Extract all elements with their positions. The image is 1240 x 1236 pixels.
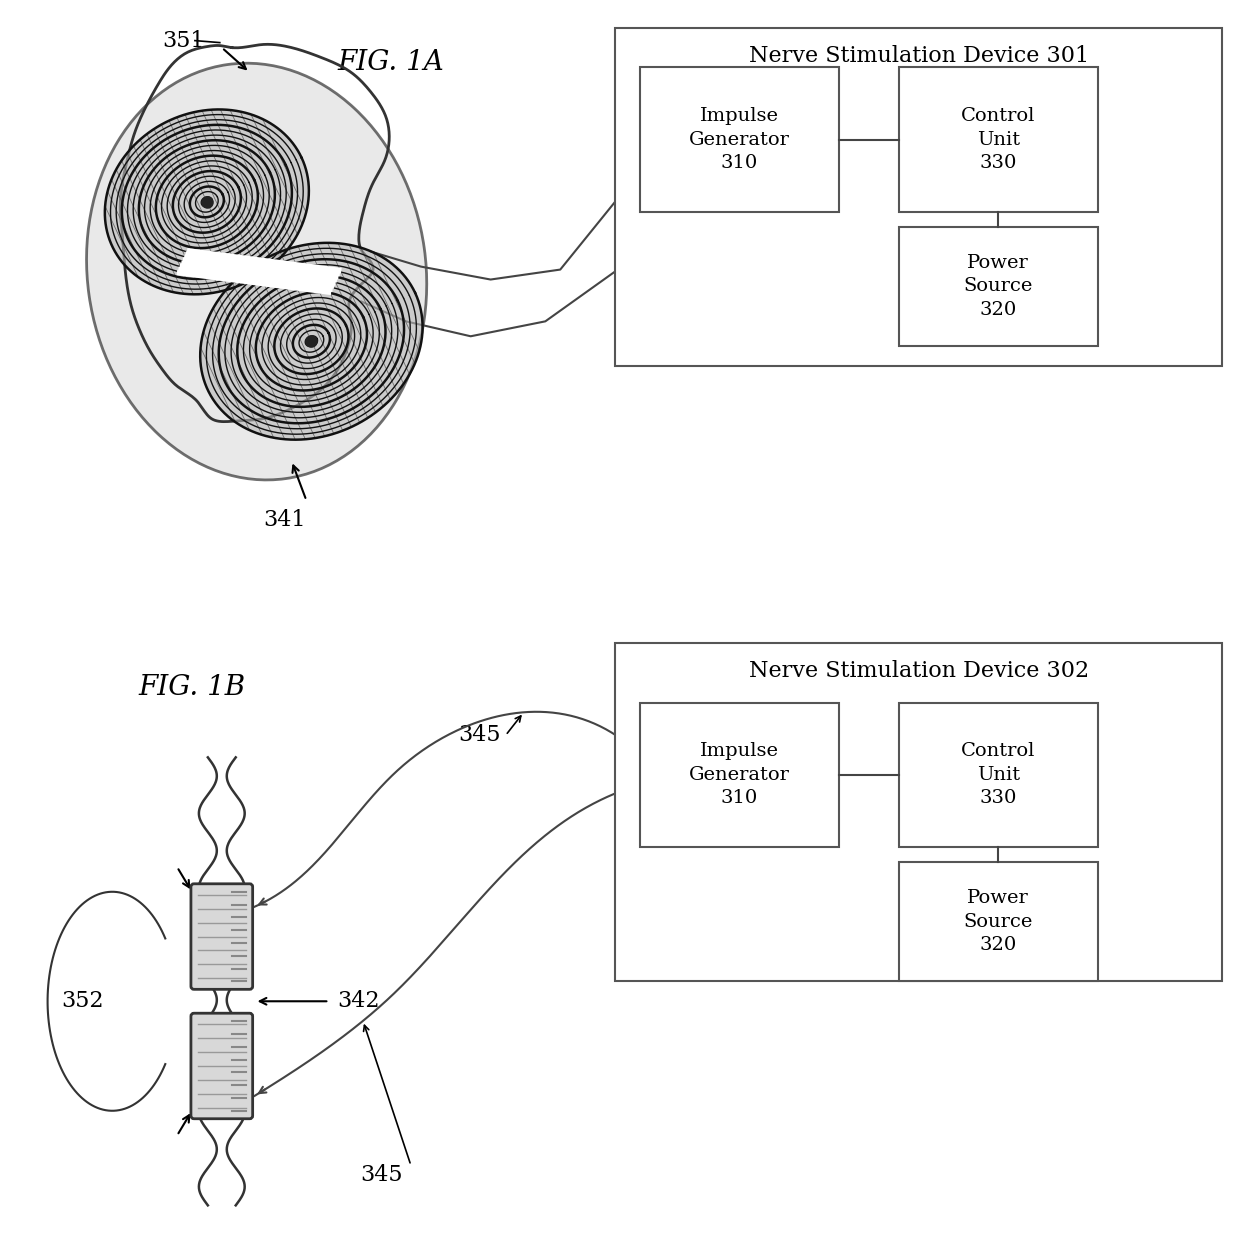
Text: 345: 345 <box>360 1164 402 1187</box>
Text: Nerve Stimulation Device 302: Nerve Stimulation Device 302 <box>749 660 1089 682</box>
FancyBboxPatch shape <box>899 68 1097 211</box>
FancyBboxPatch shape <box>640 702 839 847</box>
Text: Power
Source
320: Power Source 320 <box>963 253 1033 319</box>
FancyBboxPatch shape <box>899 861 1097 981</box>
FancyBboxPatch shape <box>615 27 1223 366</box>
Text: Control
Unit
330: Control Unit 330 <box>961 108 1035 172</box>
Ellipse shape <box>200 242 423 440</box>
FancyBboxPatch shape <box>615 643 1223 981</box>
Text: 351: 351 <box>162 30 205 52</box>
FancyBboxPatch shape <box>640 68 839 211</box>
Ellipse shape <box>105 110 309 294</box>
Text: FIG. 1B: FIG. 1B <box>139 674 246 701</box>
Text: FIG. 1A: FIG. 1A <box>337 49 444 75</box>
Text: Impulse
Generator
310: Impulse Generator 310 <box>689 742 790 807</box>
Text: 352: 352 <box>61 990 104 1012</box>
FancyBboxPatch shape <box>191 1014 253 1119</box>
Text: Impulse
Generator
310: Impulse Generator 310 <box>689 108 790 172</box>
FancyBboxPatch shape <box>191 884 253 989</box>
Text: 345: 345 <box>458 724 501 747</box>
Text: 342: 342 <box>337 990 379 1012</box>
Text: 341: 341 <box>263 509 306 531</box>
Text: Nerve Stimulation Device 301: Nerve Stimulation Device 301 <box>749 44 1089 67</box>
Ellipse shape <box>87 63 427 480</box>
Text: Power
Source
320: Power Source 320 <box>963 889 1033 954</box>
Text: Control
Unit
330: Control Unit 330 <box>961 742 1035 807</box>
FancyBboxPatch shape <box>899 702 1097 847</box>
FancyBboxPatch shape <box>899 226 1097 346</box>
